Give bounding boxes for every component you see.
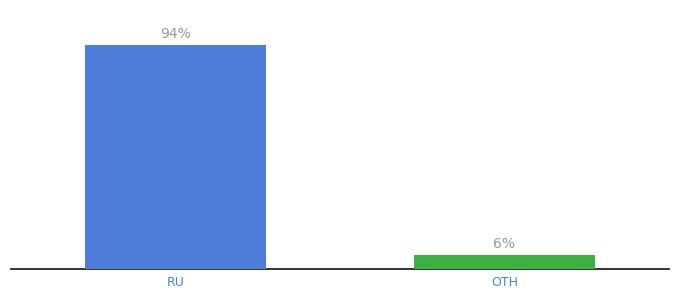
Text: 94%: 94% — [160, 27, 191, 41]
Text: 6%: 6% — [494, 237, 515, 251]
Bar — [85, 44, 266, 269]
Bar — [414, 255, 595, 269]
